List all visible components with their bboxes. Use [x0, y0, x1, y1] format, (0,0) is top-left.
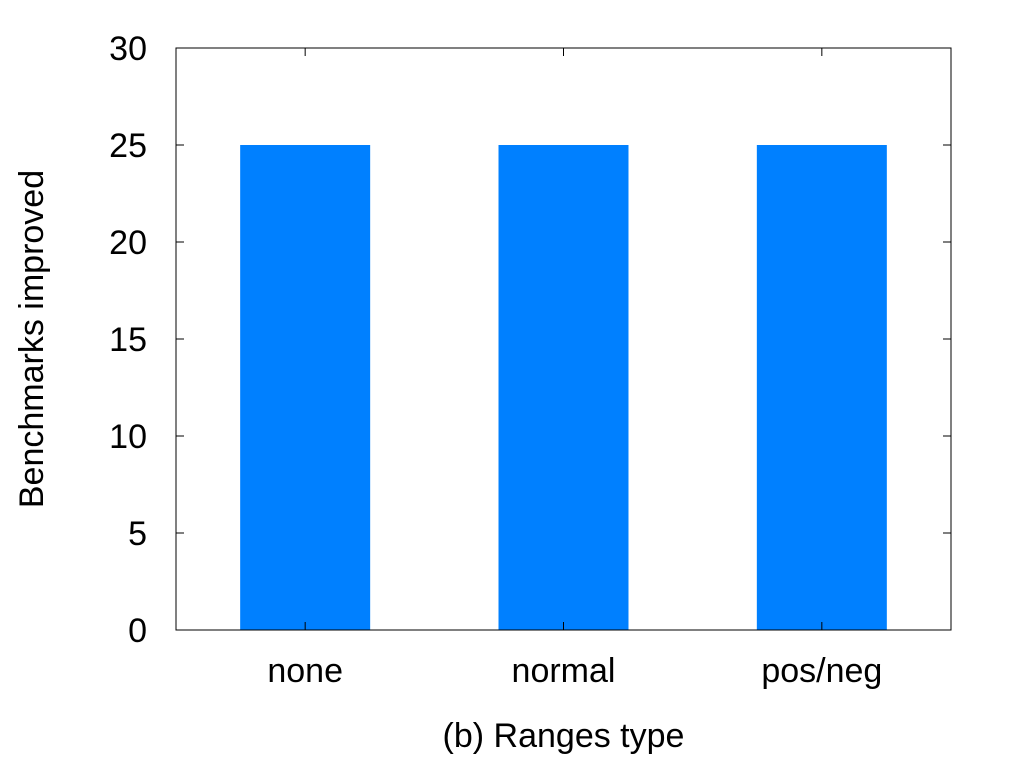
- x-tick-label: none: [267, 652, 343, 690]
- y-tick-label: 5: [128, 515, 147, 553]
- y-tick-label: 20: [109, 224, 147, 262]
- y-tick-label: 15: [109, 321, 147, 359]
- x-axis-title: (b) Ranges type: [443, 717, 685, 755]
- bar-pos-neg: [756, 145, 887, 630]
- y-tick-label: 0: [128, 612, 147, 650]
- ticks-group: [176, 47, 951, 631]
- bar-none: [240, 145, 371, 630]
- y-tick-label: 30: [109, 30, 147, 68]
- bars-group: [240, 145, 887, 630]
- bar-normal: [498, 145, 629, 630]
- y-tick-labels: 0 5 10 15 20 25 30: [109, 30, 147, 650]
- x-tick-labels: none normal pos/neg: [267, 652, 882, 690]
- y-tick-label: 25: [109, 127, 147, 165]
- plot-frame: [175, 47, 952, 631]
- y-axis-title: Benchmarks improved: [13, 170, 51, 508]
- y-tick-label: 10: [109, 418, 147, 456]
- x-tick-label: normal: [512, 652, 616, 690]
- x-tick-label: pos/neg: [761, 652, 882, 690]
